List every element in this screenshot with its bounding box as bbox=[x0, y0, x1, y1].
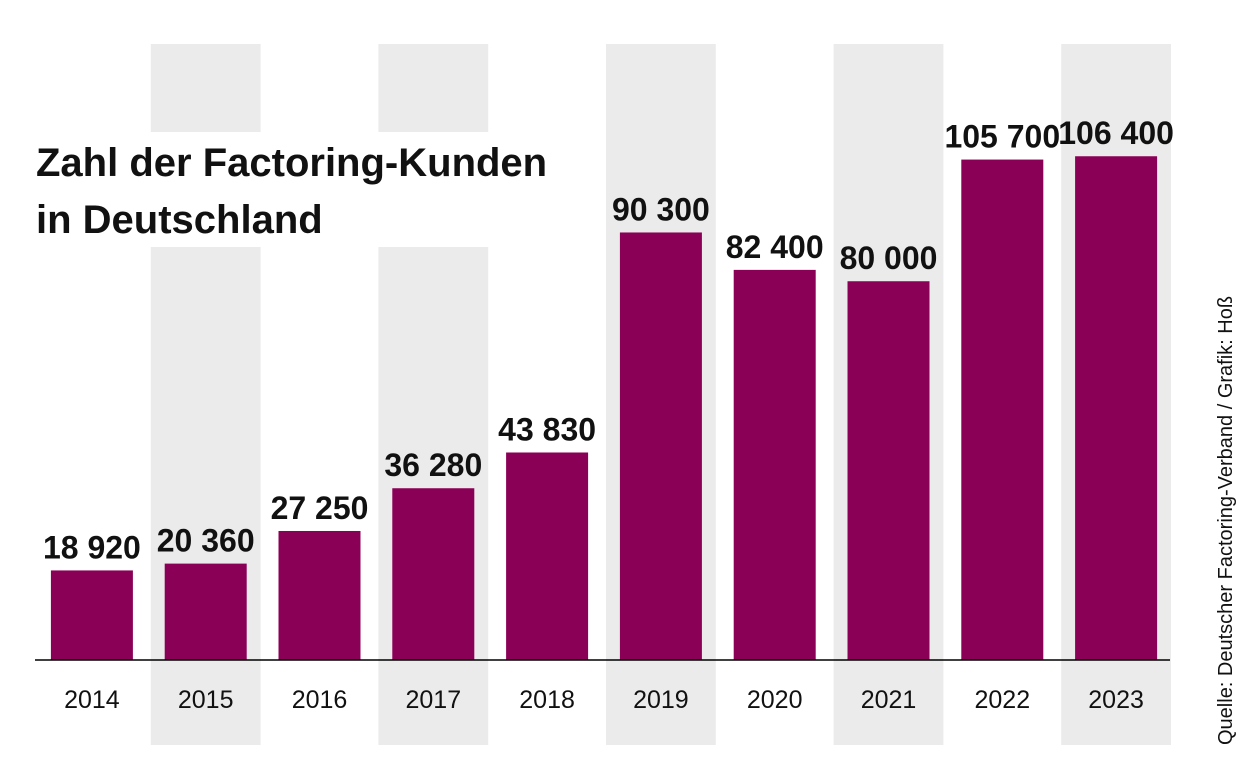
value-label-2018: 43 830 bbox=[498, 411, 596, 447]
x-tick-label-2022: 2022 bbox=[974, 686, 1030, 714]
x-tick-label-2020: 2020 bbox=[747, 686, 803, 714]
chart-title-block: Zahl der Factoring-Kunden in Deutschland bbox=[28, 132, 568, 247]
bar-2019 bbox=[619, 232, 702, 660]
bars bbox=[50, 156, 1158, 660]
bar-2021 bbox=[847, 281, 930, 660]
bar-2016 bbox=[278, 530, 361, 660]
x-tick-label-2016: 2016 bbox=[292, 686, 348, 714]
value-label-2017: 36 280 bbox=[384, 447, 482, 483]
x-tick-label-2018: 2018 bbox=[519, 686, 575, 714]
chart-title-line-1: Zahl der Factoring-Kunden bbox=[36, 141, 547, 185]
x-tick-label-2023: 2023 bbox=[1088, 686, 1144, 714]
x-tick-label-2017: 2017 bbox=[405, 686, 461, 714]
x-tick-label-2015: 2015 bbox=[178, 686, 234, 714]
bar-2017 bbox=[392, 488, 475, 660]
bar-2014 bbox=[50, 570, 133, 660]
chart-title-line-2: in Deutschland bbox=[36, 198, 323, 242]
value-labels: 18 920 20 360 27 250 36 280 43 830 90 300 82 4… bbox=[43, 115, 1174, 565]
bar-2020 bbox=[733, 269, 816, 660]
x-tick-label-2021: 2021 bbox=[861, 686, 917, 714]
title-backdrop bbox=[28, 132, 568, 247]
bar-2018 bbox=[506, 452, 589, 660]
source-note: Quelle: Deutscher Factoring-Verband / Gr… bbox=[1215, 296, 1237, 745]
bar-2022 bbox=[961, 159, 1044, 660]
value-label-2022: 105 700 bbox=[944, 119, 1060, 155]
value-label-2014: 18 920 bbox=[43, 529, 141, 565]
value-label-2016: 27 250 bbox=[271, 490, 369, 526]
x-tick-label-2019: 2019 bbox=[633, 686, 689, 714]
x-tick-label-2014: 2014 bbox=[64, 686, 120, 714]
bar-2023 bbox=[1075, 156, 1158, 660]
value-label-2023: 106 400 bbox=[1058, 115, 1174, 151]
x-axis-tick-labels: 2014 2015 2016 2017 2018 2019 2020 2021 2022 2023 bbox=[64, 686, 1144, 714]
value-label-2019: 90 300 bbox=[612, 191, 710, 227]
value-label-2021: 80 000 bbox=[840, 240, 938, 276]
bar-2015 bbox=[164, 563, 247, 660]
value-label-2020: 82 400 bbox=[726, 229, 824, 265]
value-label-2015: 20 360 bbox=[157, 523, 255, 559]
